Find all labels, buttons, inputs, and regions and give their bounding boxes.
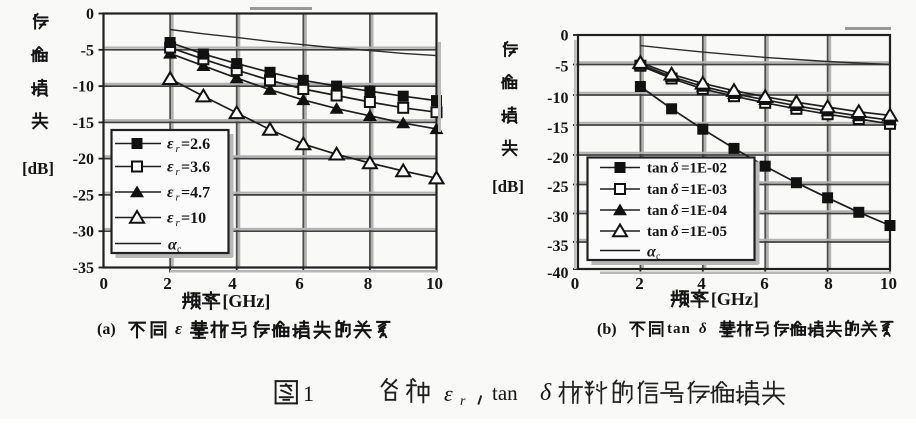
svg-text:-30: -30	[73, 224, 94, 241]
svg-text:ε: ε	[167, 159, 174, 176]
svg-text:-25: -25	[73, 187, 94, 204]
svg-text:2: 2	[163, 274, 172, 293]
svg-text:10: 10	[880, 274, 897, 293]
svg-text:[dB]: [dB]	[492, 177, 524, 196]
svg-text:0: 0	[561, 28, 569, 45]
svg-text:(a): (a)	[97, 321, 116, 338]
svg-text:2: 2	[635, 274, 644, 293]
svg-text:ε: ε	[167, 210, 174, 227]
svg-text:10: 10	[426, 274, 443, 293]
svg-text:1: 1	[303, 381, 314, 406]
svg-text:=1E-02: =1E-02	[681, 161, 727, 177]
svg-text:6: 6	[295, 274, 304, 293]
svg-text:=1E-04: =1E-04	[681, 203, 728, 219]
svg-text:=2.6: =2.6	[181, 136, 210, 153]
svg-text:-20: -20	[547, 150, 568, 167]
svg-text:c: c	[656, 252, 661, 263]
svg-text:ε: ε	[167, 184, 174, 201]
svg-text:tan: tan	[647, 182, 668, 198]
svg-text:δ: δ	[671, 182, 679, 198]
svg-text:0: 0	[86, 6, 94, 23]
svg-text:-10: -10	[547, 90, 568, 107]
svg-text:8: 8	[824, 274, 833, 293]
svg-text:=1E-05: =1E-05	[681, 224, 727, 240]
svg-text:=10: =10	[181, 210, 206, 227]
svg-text:=4.7: =4.7	[181, 185, 210, 202]
svg-text:=1E-03: =1E-03	[681, 182, 727, 198]
svg-text:tan: tan	[492, 381, 518, 405]
svg-text:c: c	[177, 245, 182, 256]
svg-text:δ: δ	[671, 224, 679, 240]
svg-text:δ: δ	[671, 161, 679, 177]
svg-text:-15: -15	[547, 120, 568, 137]
svg-text:-5: -5	[555, 59, 568, 76]
svg-text:tan: tan	[647, 224, 668, 240]
svg-text:6: 6	[760, 274, 769, 293]
svg-text:ε: ε	[444, 381, 453, 406]
svg-text:(b): (b)	[597, 321, 617, 338]
svg-text:-35: -35	[73, 260, 94, 277]
svg-text:ε: ε	[167, 136, 174, 153]
svg-text:[dB]: [dB]	[22, 159, 54, 178]
svg-text:-40: -40	[547, 265, 568, 282]
svg-text:δ: δ	[699, 321, 707, 337]
svg-text:-10: -10	[73, 79, 94, 96]
svg-text:tan: tan	[647, 161, 668, 177]
svg-text:-20: -20	[73, 151, 94, 168]
svg-text:0: 0	[100, 274, 109, 293]
svg-text:8: 8	[364, 274, 373, 293]
svg-text:r: r	[460, 394, 466, 409]
svg-text:tan: tan	[667, 321, 691, 337]
svg-text:δ: δ	[671, 203, 679, 219]
svg-text:δ: δ	[540, 380, 552, 406]
svg-text:tan: tan	[647, 203, 668, 219]
svg-text:-30: -30	[547, 209, 568, 226]
svg-text:0: 0	[571, 274, 580, 293]
svg-text:=3.6: =3.6	[181, 159, 210, 176]
svg-text:ε: ε	[175, 319, 182, 338]
svg-text:[GHz]: [GHz]	[711, 289, 759, 309]
svg-text:-25: -25	[547, 179, 568, 196]
svg-text:-35: -35	[547, 238, 568, 255]
svg-text:-15: -15	[73, 115, 94, 132]
svg-text:[GHz]: [GHz]	[222, 291, 270, 311]
svg-text:-5: -5	[81, 42, 94, 59]
